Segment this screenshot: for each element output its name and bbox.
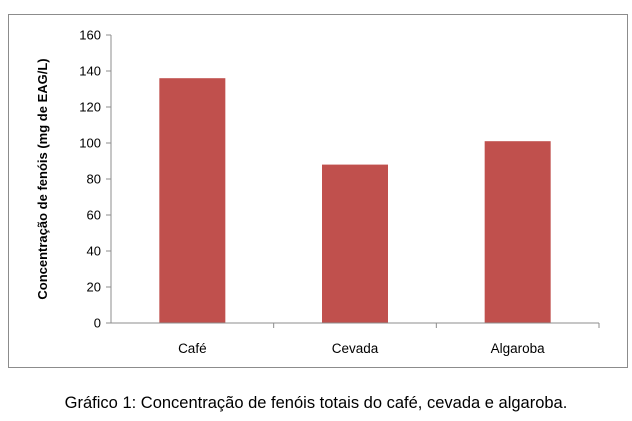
bar-chart: 0 20 40 60 80 100 120 140 160 Café Cevada Algaroba… <box>35 28 600 356</box>
figure-caption: Gráfico 1: Concentração de fenóis totais… <box>64 394 568 412</box>
bar-cevada <box>322 164 388 323</box>
x-tick-label: Algaroba <box>491 341 546 356</box>
y-tick-label: 40 <box>87 244 101 259</box>
y-axis-ticks: 0 20 40 60 80 100 120 140 160 <box>79 28 111 331</box>
y-tick-label: 60 <box>87 208 101 223</box>
bar-cafe <box>159 78 226 323</box>
x-axis-ticks: Café Cevada Algaroba <box>178 323 600 356</box>
x-tick-label: Café <box>178 341 207 356</box>
y-tick-label: 120 <box>79 100 101 115</box>
y-axis-label: Concentração de fenóis (mg de EAG/L) <box>35 58 50 299</box>
bar-algaroba <box>484 141 551 323</box>
x-tick-label: Cevada <box>332 341 379 356</box>
y-tick-label: 100 <box>79 136 101 151</box>
bars-group <box>159 78 551 323</box>
y-tick-label: 0 <box>94 316 101 331</box>
y-tick-label: 80 <box>87 172 101 187</box>
chart-frame: 0 20 40 60 80 100 120 140 160 Café Cevada Algaroba… <box>8 14 628 368</box>
y-tick-label: 20 <box>87 280 101 295</box>
y-tick-label: 140 <box>79 64 101 79</box>
y-tick-label: 160 <box>79 28 101 43</box>
